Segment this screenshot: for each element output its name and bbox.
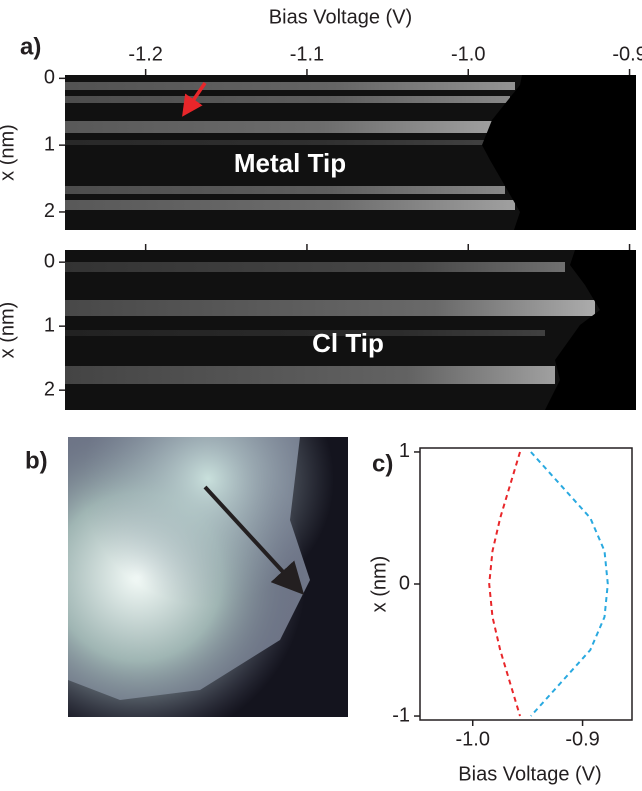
stm-image [68,437,348,717]
y-tick-label: 0 [44,67,55,89]
x-tick-label: -1.0 [451,43,485,65]
y-tick-label: 1 [399,440,410,462]
x-tick-label: -1.2 [128,43,162,65]
x-axis-label: Bias Voltage (V) [269,6,412,28]
y-axis-label: x (nm) [368,556,390,613]
annotation: Metal Tip [234,148,346,178]
line-series [489,452,520,716]
x-tick-label: -0.9 [612,43,642,65]
panel-label: a) [20,33,41,60]
y-axis-label: x (nm) [0,302,18,359]
plot-frame [420,448,632,720]
x-tick-label: -0.9 [565,728,599,750]
panel-label: c) [372,450,393,477]
figure: a) -1.2 -1.1 -1.0 -0.9 0 1 2 Bias Voltage (V) x (… [0,0,642,791]
y-tick-label: 2 [44,378,55,400]
x-axis-label: Bias Voltage (V) [458,763,601,785]
panel-label: b) [25,447,48,474]
line-series [531,452,608,716]
x-tick-label: -1.1 [290,43,324,65]
metal-tip-image [65,75,636,230]
y-tick-label: 1 [44,133,55,155]
y-tick-label: 0 [44,250,55,272]
y-tick-label: -1 [392,704,410,726]
x-tick-label: -1.0 [455,728,489,750]
y-tick-label: 0 [399,572,410,594]
y-axis-label: x (nm) [0,124,18,181]
y-tick-label: 2 [44,200,55,222]
y-tick-label: 1 [44,314,55,336]
annotation: Cl Tip [312,328,384,358]
